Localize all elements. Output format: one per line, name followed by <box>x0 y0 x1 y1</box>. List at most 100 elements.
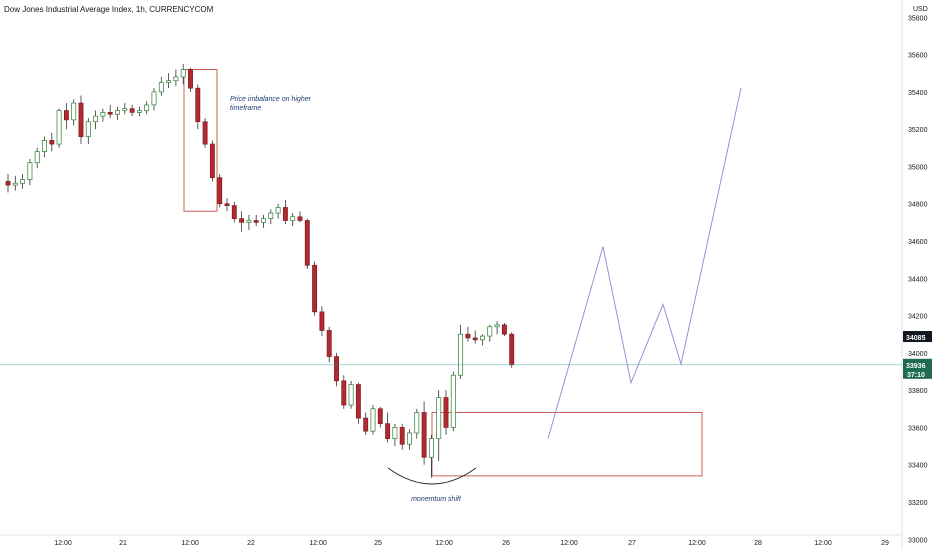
time-tick-label: 12:00 <box>309 540 327 547</box>
demand-zone-rectangle <box>431 412 703 477</box>
candle-body <box>27 162 33 180</box>
currency-label: USD <box>913 6 928 13</box>
candle-body <box>341 380 347 406</box>
candle-body <box>49 140 55 145</box>
candle-body <box>188 69 193 89</box>
projection-path <box>547 88 742 439</box>
candle-body <box>253 220 259 223</box>
candle-body <box>239 218 245 223</box>
candle-body <box>246 220 252 223</box>
time-tick-label: 12:00 <box>814 540 832 547</box>
candle-body <box>100 112 106 117</box>
candle-body <box>487 326 493 337</box>
candle-body <box>78 102 84 137</box>
price-tick-label: 35200 <box>908 127 928 134</box>
candle-body <box>334 356 339 382</box>
candle-body <box>93 115 99 123</box>
time-tick-label: 22 <box>247 540 255 547</box>
candle-body <box>34 151 40 164</box>
candle-body <box>115 110 120 115</box>
candle-body <box>209 143 215 178</box>
candle-body <box>297 216 303 221</box>
candle-body <box>290 216 296 221</box>
time-tick-label: 26 <box>502 540 510 547</box>
candle-body <box>450 374 456 428</box>
candle-body <box>129 108 135 113</box>
time-tick-label: 25 <box>374 540 382 547</box>
candle-body <box>385 423 391 439</box>
price-tick-label: 33800 <box>908 388 928 395</box>
candle-body <box>231 205 237 219</box>
candles-layer <box>5 63 515 478</box>
candle-body <box>509 333 515 366</box>
candle-body <box>377 408 383 425</box>
price-tick-label: 33200 <box>908 500 928 507</box>
candle-body <box>392 427 398 439</box>
price-tick-label: 34200 <box>908 314 928 321</box>
candle-body <box>12 182 18 186</box>
candle-body <box>363 417 369 432</box>
price-tick-label: 33600 <box>908 425 928 432</box>
annotations-layer: Price imbalance on higher timeframe monemt… <box>183 69 703 503</box>
price-tick-label: 35800 <box>908 15 928 22</box>
candle-body <box>465 333 471 339</box>
candle-body <box>458 333 464 376</box>
candle-body <box>224 203 230 206</box>
candle-body <box>144 104 150 111</box>
candle-body <box>5 181 11 186</box>
overlay-layer <box>0 88 902 439</box>
candle-body <box>348 384 354 406</box>
candle-body <box>370 408 376 432</box>
time-axis[interactable]: 12:00 21 12:00 22 12:00 25 12:00 26 12:00 27 12:00… <box>54 540 889 547</box>
price-tick-label: 34600 <box>908 239 928 246</box>
candle-body <box>304 220 310 266</box>
candle-body <box>312 264 318 313</box>
time-tick-label: 12:00 <box>560 540 578 547</box>
candle-body <box>71 102 77 121</box>
time-tick-label: 27 <box>628 540 636 547</box>
time-tick-label: 12:00 <box>435 540 453 547</box>
price-tick-label: 35400 <box>908 90 928 97</box>
candle-body <box>494 324 500 328</box>
candle-body <box>472 337 478 341</box>
candle-body <box>107 112 113 115</box>
candle-body <box>173 76 179 82</box>
candle-body <box>428 438 434 458</box>
candle-body <box>275 207 281 214</box>
imbalance-rectangle <box>183 69 218 212</box>
candle-body <box>282 207 288 221</box>
candle-body <box>20 179 26 184</box>
candle-body <box>414 412 420 434</box>
countdown-label: 37:10 <box>907 372 925 379</box>
candle-body <box>421 412 427 458</box>
price-tick-label: 35000 <box>908 164 928 171</box>
candle-body <box>355 384 361 419</box>
imbalance-note-line: Price imbalance on higher <box>230 96 312 103</box>
current-price-label: 33936 <box>906 363 926 370</box>
candle-body <box>501 324 507 335</box>
candle-body <box>436 397 442 439</box>
candle-body <box>399 427 405 445</box>
price-axis[interactable]: 33000 33200 33400 33600 33800 34000 34200 34400… <box>903 15 932 544</box>
candle-body <box>158 82 164 93</box>
chart-title: Dow Jones Industrial Average Index, 1h, … <box>4 5 214 14</box>
price-tick-label: 34000 <box>908 351 928 358</box>
time-tick-label: 29 <box>881 540 889 547</box>
candle-body <box>151 91 157 106</box>
time-tick-label: 12:00 <box>54 540 72 547</box>
imbalance-note-line: timeframe <box>230 105 261 112</box>
candle-body <box>166 80 172 83</box>
time-tick-label: 12:00 <box>688 540 706 547</box>
candle-body <box>122 108 128 111</box>
candle-body <box>56 110 62 145</box>
candle-body <box>195 87 201 123</box>
last-price-label: 34085 <box>906 335 926 342</box>
current-price-badge <box>903 358 932 379</box>
time-tick-label: 28 <box>754 540 762 547</box>
candle-body <box>202 121 208 145</box>
candle-body <box>326 330 332 357</box>
price-grid <box>0 0 903 550</box>
price-tick-label: 34800 <box>908 202 928 209</box>
